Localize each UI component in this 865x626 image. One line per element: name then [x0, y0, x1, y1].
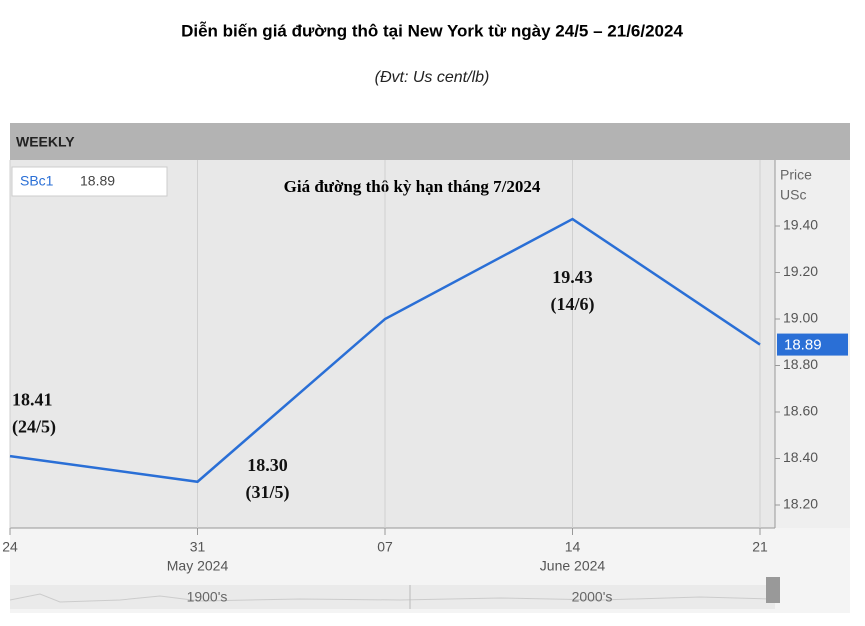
y-tick-label: 19.40: [783, 217, 818, 233]
data-label: 19.43: [552, 267, 593, 287]
last-value-label: 18.89: [784, 337, 822, 354]
data-label: 18.30: [247, 455, 288, 475]
month-label: May 2024: [167, 558, 229, 574]
y-axis-label: USc: [780, 187, 806, 203]
x-tick-label: 31: [190, 539, 206, 555]
panel-label: WEEKLY: [16, 134, 75, 150]
y-tick-label: 18.80: [783, 356, 818, 372]
date-label: (31/5): [246, 482, 290, 503]
chart-subtitle: (Đvt: Us cent/lb): [375, 69, 490, 86]
y-tick-label: 18.20: [783, 496, 818, 512]
plot-area: [10, 160, 775, 528]
x-tick-label: 07: [377, 539, 393, 555]
x-tick-label: 24: [2, 539, 18, 555]
data-label: 18.41: [12, 389, 53, 409]
y-tick-label: 19.00: [783, 310, 818, 326]
last-value-box: [777, 333, 848, 356]
y-axis-label: Price: [780, 167, 812, 183]
legend-value: 18.89: [80, 173, 115, 189]
y-tick-label: 19.20: [783, 263, 818, 279]
date-label: (14/6): [551, 294, 595, 315]
panel-header: [10, 123, 850, 160]
month-label: June 2024: [540, 558, 606, 574]
date-label: (24/5): [12, 416, 56, 437]
navigator-handle: [766, 577, 780, 603]
navigator-label: 2000's: [572, 589, 613, 605]
chart-title: Diễn biến giá đường thô tại New York từ …: [181, 21, 683, 40]
navigator-label: 1900's: [187, 589, 228, 605]
navigator-sparkline: [9, 593, 771, 603]
legend-box: [11, 166, 168, 197]
navigator: [10, 585, 775, 609]
x-tick-label: 14: [565, 539, 581, 555]
annotation: Giá đường thô kỳ hạn tháng 7/2024: [284, 177, 541, 196]
legend-name: SBc1: [20, 173, 54, 189]
x-tick-label: 21: [752, 539, 768, 555]
line-series: [9, 217, 761, 484]
y-tick-label: 18.60: [783, 403, 818, 419]
y-tick-label: 18.40: [783, 449, 818, 465]
